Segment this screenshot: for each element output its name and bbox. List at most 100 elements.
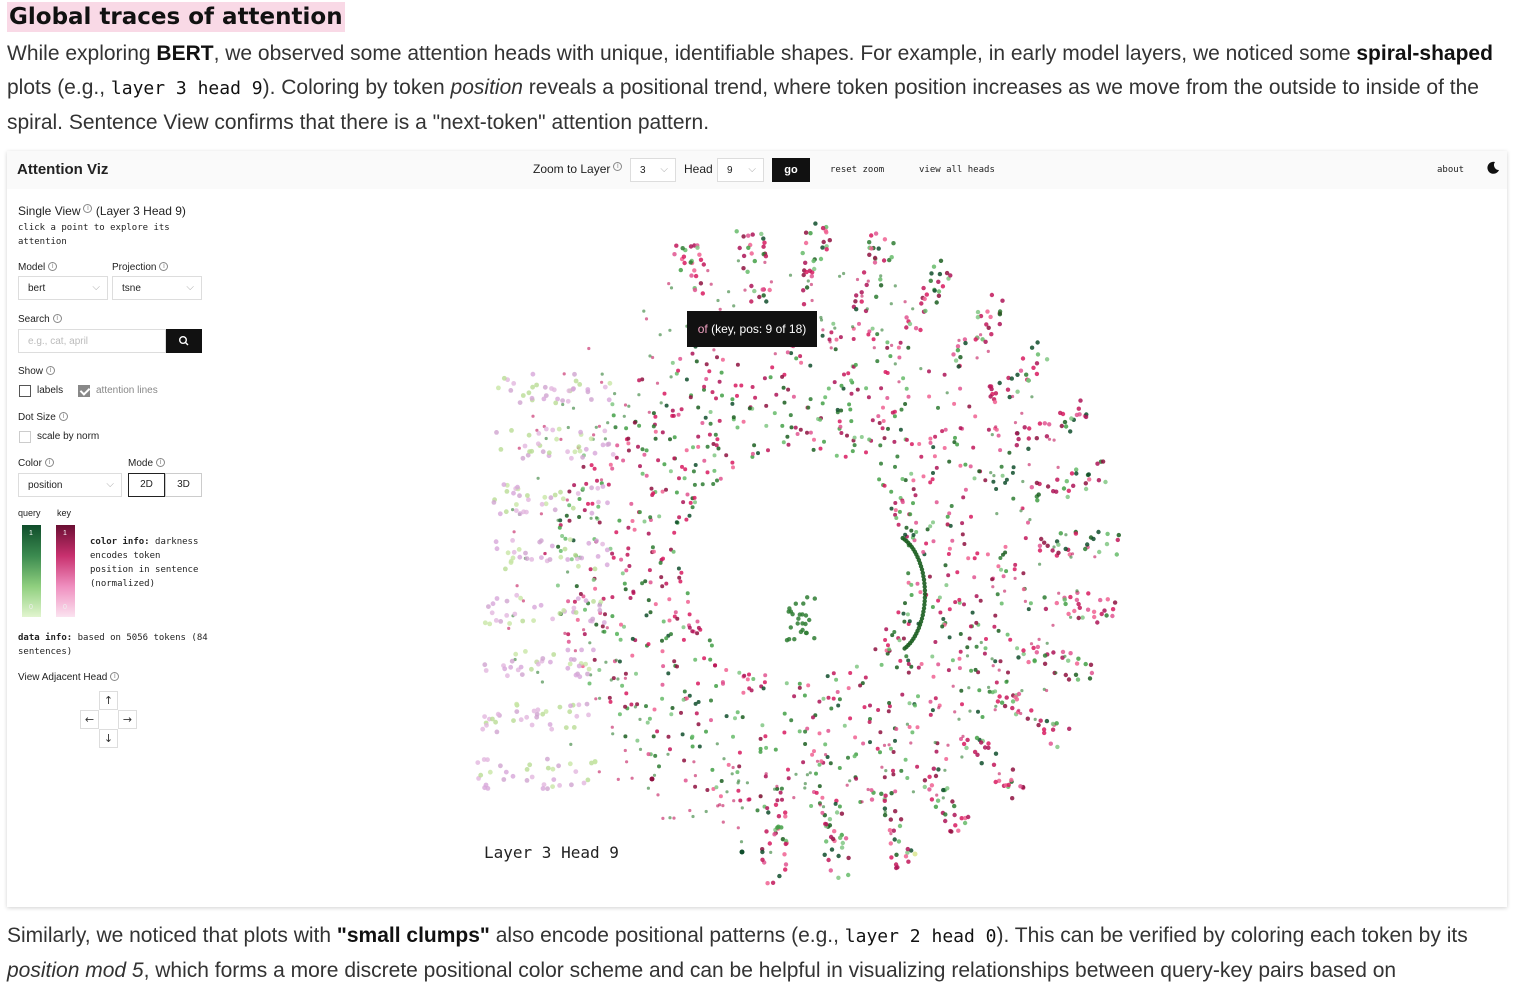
token-point[interactable] — [1045, 641, 1049, 645]
token-point[interactable] — [709, 698, 713, 703]
token-point[interactable] — [650, 545, 655, 550]
token-point[interactable] — [881, 419, 886, 423]
token-point[interactable] — [656, 793, 660, 797]
token-point[interactable] — [989, 471, 993, 475]
token-point[interactable] — [843, 454, 848, 459]
token-point[interactable] — [588, 641, 592, 645]
token-point[interactable] — [576, 702, 582, 708]
token-point[interactable] — [891, 768, 895, 773]
token-point[interactable] — [1059, 423, 1064, 429]
token-point[interactable] — [690, 629, 695, 634]
token-point[interactable] — [801, 302, 807, 307]
token-point[interactable] — [980, 715, 985, 719]
up-arrow-button[interactable]: ↑ — [99, 691, 118, 710]
token-point[interactable] — [592, 759, 598, 765]
token-point[interactable] — [1014, 431, 1020, 436]
token-point[interactable] — [696, 444, 701, 449]
token-point[interactable] — [595, 485, 601, 491]
token-point[interactable] — [611, 555, 616, 560]
token-point[interactable] — [1042, 595, 1047, 600]
token-point[interactable] — [806, 405, 811, 410]
token-point[interactable] — [808, 231, 813, 236]
token-point[interactable] — [995, 512, 999, 516]
token-point[interactable] — [763, 774, 768, 779]
token-point[interactable] — [1073, 531, 1079, 536]
token-point[interactable] — [597, 668, 602, 672]
token-point[interactable] — [638, 747, 643, 752]
token-point[interactable] — [566, 425, 570, 430]
token-point[interactable] — [854, 307, 859, 312]
token-point[interactable] — [811, 258, 816, 264]
token-point[interactable] — [579, 647, 584, 653]
token-point[interactable] — [867, 252, 872, 257]
token-point[interactable] — [1075, 677, 1081, 682]
token-point[interactable] — [540, 711, 546, 717]
token-point[interactable] — [584, 481, 589, 486]
token-point[interactable] — [666, 752, 670, 756]
token-point[interactable] — [782, 852, 787, 857]
token-point[interactable] — [1099, 611, 1104, 617]
token-point[interactable] — [743, 288, 747, 292]
token-point[interactable] — [1027, 463, 1031, 467]
token-point[interactable] — [882, 436, 887, 441]
token-point[interactable] — [928, 524, 933, 529]
token-point[interactable] — [675, 616, 680, 621]
token-point[interactable] — [1066, 488, 1071, 493]
token-point[interactable] — [974, 620, 979, 625]
token-point[interactable] — [824, 839, 829, 844]
token-point[interactable] — [724, 453, 729, 458]
token-point[interactable] — [669, 375, 673, 379]
token-point[interactable] — [586, 540, 592, 546]
token-point[interactable] — [946, 668, 951, 673]
token-point[interactable] — [1066, 677, 1072, 682]
token-point[interactable] — [824, 753, 828, 757]
token-point[interactable] — [818, 256, 824, 262]
token-point[interactable] — [763, 254, 769, 259]
token-point[interactable] — [893, 284, 897, 288]
token-point[interactable] — [972, 575, 977, 580]
token-point[interactable] — [718, 803, 722, 807]
token-point[interactable] — [900, 500, 905, 505]
token-point[interactable] — [652, 707, 657, 712]
token-point[interactable] — [490, 716, 495, 722]
token-point[interactable] — [668, 328, 672, 332]
token-point[interactable] — [604, 547, 610, 553]
token-point[interactable] — [998, 556, 1003, 560]
token-point[interactable] — [598, 599, 604, 605]
token-point[interactable] — [922, 784, 927, 790]
token-point[interactable] — [602, 384, 608, 390]
token-point[interactable] — [517, 446, 521, 450]
token-point[interactable] — [853, 299, 858, 304]
token-point[interactable] — [825, 674, 830, 679]
token-point[interactable] — [1026, 378, 1031, 383]
token-point[interactable] — [866, 279, 870, 283]
token-point[interactable] — [534, 711, 540, 717]
token-point[interactable] — [566, 388, 572, 394]
token-point[interactable] — [545, 765, 551, 771]
token-point[interactable] — [906, 658, 911, 663]
token-point[interactable] — [834, 677, 839, 682]
token-point[interactable] — [1069, 416, 1074, 421]
token-point[interactable] — [1034, 436, 1039, 441]
token-point[interactable] — [1093, 555, 1097, 559]
token-point[interactable] — [707, 369, 712, 374]
token-point[interactable] — [764, 829, 769, 834]
token-point[interactable] — [539, 512, 543, 516]
token-point[interactable] — [852, 443, 857, 448]
token-point[interactable] — [569, 782, 574, 788]
token-point[interactable] — [662, 462, 667, 467]
token-point[interactable] — [815, 759, 820, 763]
token-point[interactable] — [673, 610, 678, 615]
token-point[interactable] — [805, 773, 810, 777]
token-point[interactable] — [1013, 421, 1018, 425]
token-point[interactable] — [571, 406, 576, 410]
token-point[interactable] — [1055, 477, 1060, 482]
token-point[interactable] — [667, 618, 672, 623]
token-point[interactable] — [570, 386, 576, 392]
token-point[interactable] — [921, 574, 926, 579]
token-point[interactable] — [788, 413, 793, 418]
token-point[interactable] — [966, 556, 971, 561]
mode-3d-button[interactable]: 3D — [165, 473, 202, 497]
token-point[interactable] — [708, 410, 713, 414]
token-point[interactable] — [869, 788, 874, 793]
